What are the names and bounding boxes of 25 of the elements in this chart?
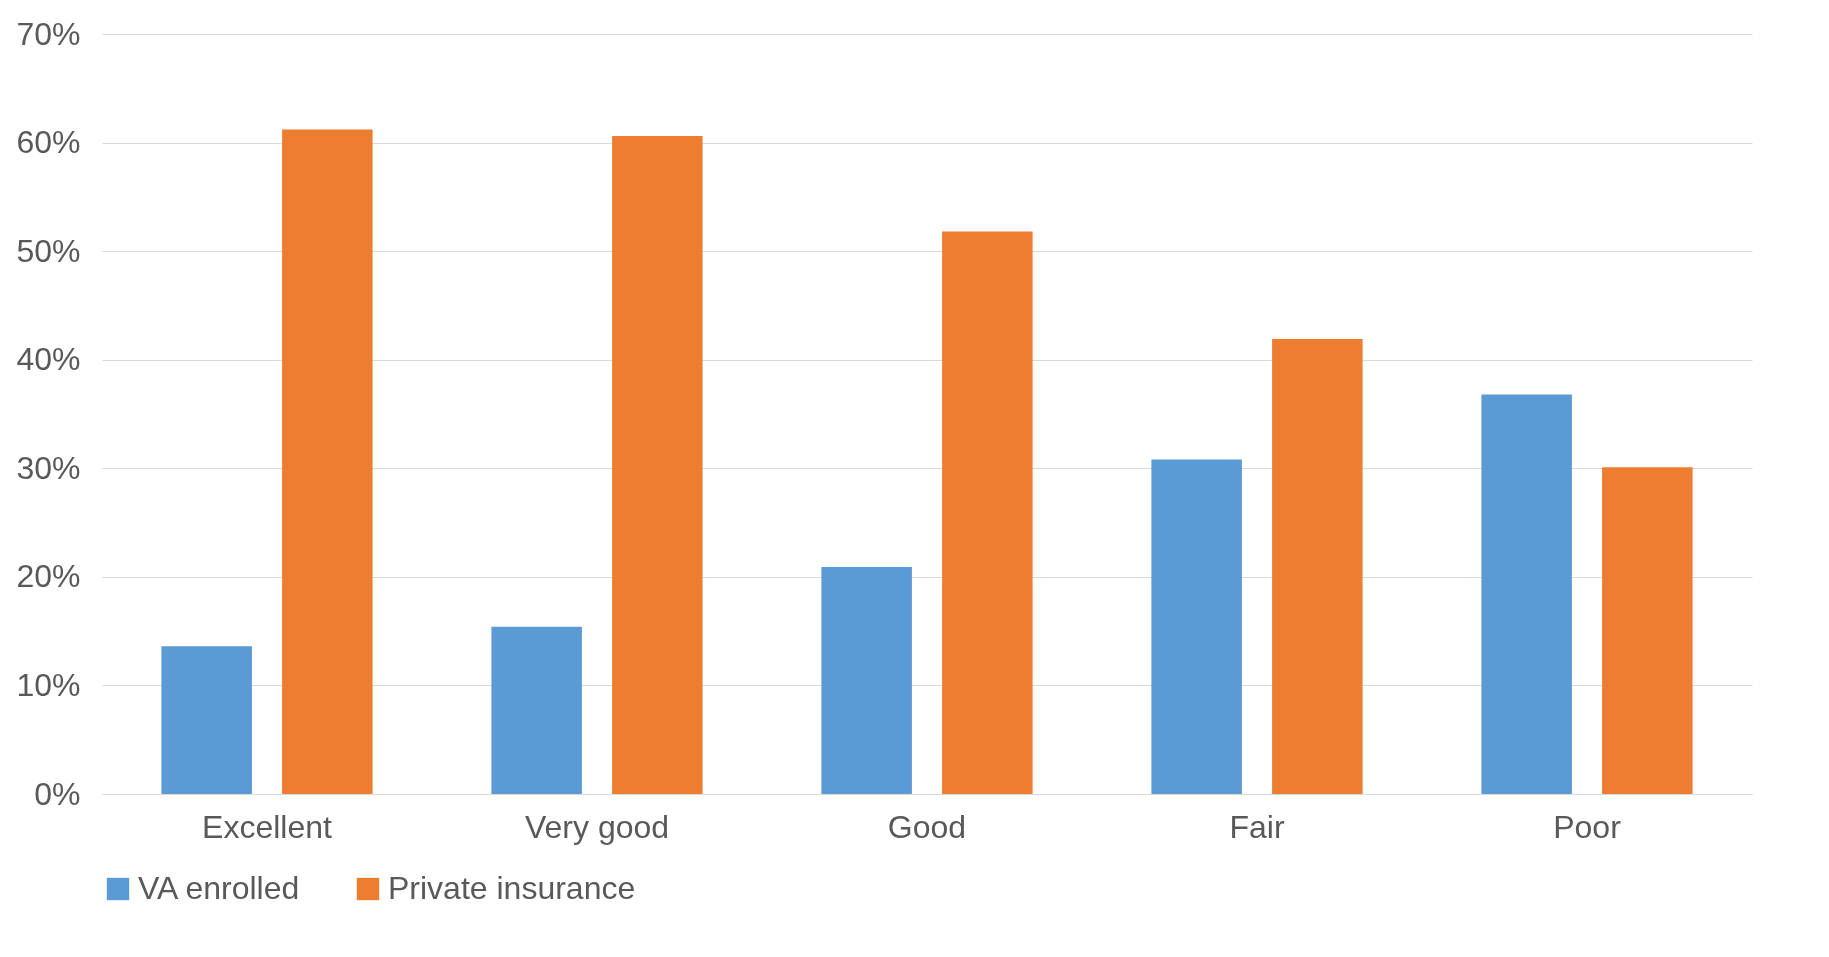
bar <box>1602 467 1693 794</box>
legend-label: Private insurance <box>388 870 636 906</box>
y-tick-label: 60% <box>16 124 81 161</box>
x-tick-label: Poor <box>1553 808 1622 845</box>
bar <box>1151 459 1242 794</box>
y-tick-label: 0% <box>34 775 81 812</box>
y-tick-label: 50% <box>16 232 81 269</box>
bar <box>1272 339 1363 794</box>
y-tick-label: 20% <box>16 558 81 595</box>
bar <box>942 231 1033 794</box>
x-tick-label: Very good <box>524 808 670 845</box>
x-tick-label: Good <box>887 808 967 845</box>
bar <box>491 626 582 794</box>
bar <box>821 567 912 794</box>
x-tick-label: Excellent <box>202 808 333 845</box>
bar <box>612 136 703 794</box>
y-tick-label: 70% <box>16 15 81 52</box>
bar <box>282 129 373 794</box>
y-tick-label: 10% <box>16 666 81 703</box>
legend-label: VA enrolled <box>138 870 300 906</box>
y-tick-label: 40% <box>16 341 81 378</box>
bar <box>161 646 252 794</box>
y-tick-label: 30% <box>16 449 81 486</box>
x-tick-label: Fair <box>1229 808 1285 845</box>
bar <box>1481 394 1572 794</box>
